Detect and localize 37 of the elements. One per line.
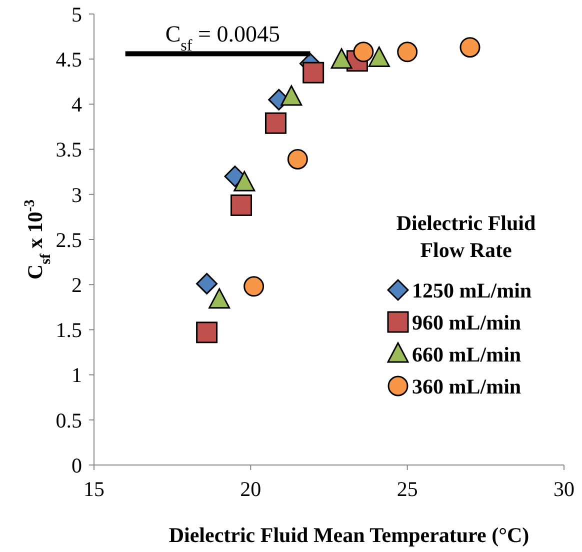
annotation: C$_{sf}$ = 0.0045 xyxy=(165,22,280,54)
y-tick-label: 1.5 xyxy=(56,318,82,342)
x-tick-label: 15 xyxy=(84,477,104,501)
x-tick-label: 25 xyxy=(396,477,418,501)
point xyxy=(196,322,218,344)
x-axis-title: Dielectric Fluid Mean Temperature (°C) xyxy=(168,523,530,547)
point xyxy=(280,85,302,106)
y-tick-label: 5 xyxy=(72,2,82,26)
point xyxy=(196,272,218,294)
y-tick-label: 3.5 xyxy=(56,138,82,162)
point xyxy=(287,148,308,170)
point xyxy=(353,42,374,62)
y-tick-label: 4 xyxy=(72,92,82,117)
legend-title: Dielectric Fluid Flow Rate xyxy=(396,211,536,262)
y-tick-label: 1 xyxy=(72,363,82,388)
x-tick-label: 20 xyxy=(240,477,262,501)
point xyxy=(208,288,230,309)
point xyxy=(330,48,352,69)
y-tick-label: 2.5 xyxy=(56,228,82,252)
x-tick-label: 30 xyxy=(554,477,574,501)
point xyxy=(264,112,286,134)
y-tick-label: 3 xyxy=(72,182,82,207)
y-tick-label: 0.5 xyxy=(56,408,82,432)
legend-label: 960 mL/min xyxy=(412,310,522,334)
y-tick-label: 0 xyxy=(72,453,82,478)
point xyxy=(230,194,252,216)
point xyxy=(244,276,264,297)
y-tick-label: 2 xyxy=(72,272,82,297)
point xyxy=(234,170,256,192)
y-tick-label: 4.5 xyxy=(56,47,82,72)
point xyxy=(397,42,418,62)
legend-label: 660 mL/min xyxy=(412,342,522,366)
point xyxy=(368,46,390,67)
legend-label: 360 mL/min xyxy=(412,374,522,398)
point xyxy=(302,62,324,84)
point xyxy=(460,37,480,58)
legend-label: 1250 mL/min xyxy=(412,278,532,302)
